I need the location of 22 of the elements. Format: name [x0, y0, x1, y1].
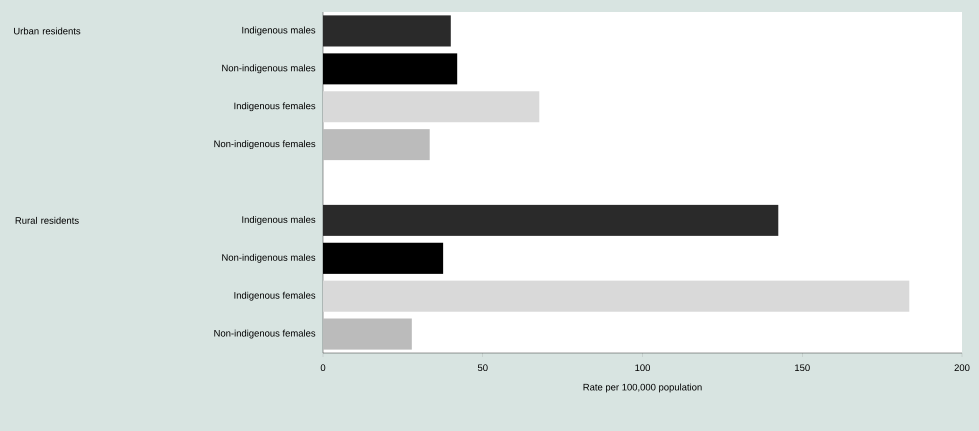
bar	[323, 204, 778, 236]
x-tick-label: 0	[320, 364, 326, 372]
bar	[323, 280, 910, 312]
x-axis-title: Rate per 100,000 population	[584, 384, 702, 392]
y-tick-label: Indigenous males	[242, 26, 316, 36]
bar	[323, 15, 451, 46]
x-tick-label: 100	[635, 364, 650, 372]
y-tick-label: Indigenous females	[234, 102, 316, 112]
y-tick-label: Indigenous females	[234, 292, 316, 301]
y-tick-label: Indigenous males	[242, 216, 316, 225]
x-tick-label: 200	[954, 364, 970, 372]
x-tick-label: 50	[478, 364, 488, 372]
text: Rural residents	[16, 216, 79, 224]
x-tick-label: 150	[795, 364, 810, 372]
bar	[323, 318, 412, 350]
bar	[323, 129, 430, 160]
y-tick-label: Non-indigenous males	[222, 254, 316, 263]
y-tick-label: Non-indigenous males	[222, 64, 316, 74]
text: Urban residents	[14, 27, 80, 34]
bar	[323, 91, 540, 122]
y-tick-label: Non-indigenous females	[214, 330, 316, 338]
y-tick-label: Non-indigenous females	[214, 140, 316, 150]
